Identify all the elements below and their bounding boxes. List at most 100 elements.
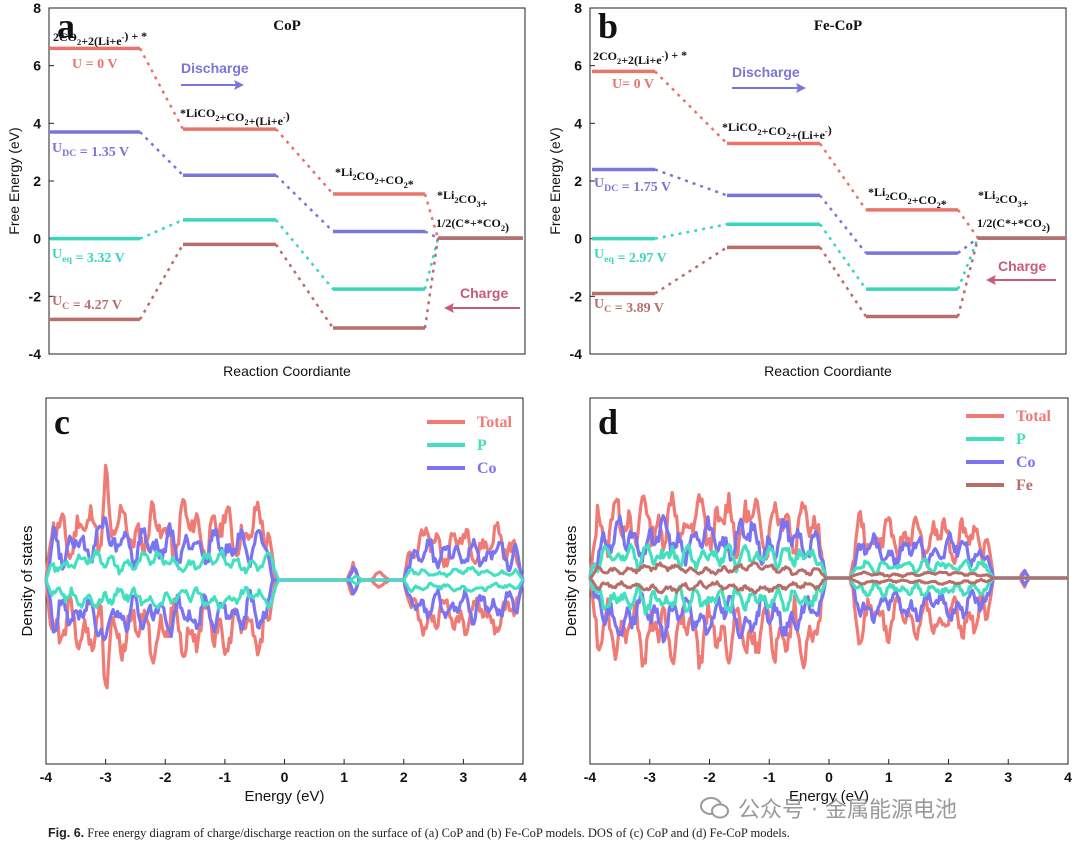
legend-label-c-2: Co [477, 460, 497, 477]
panel-title-a: CoP [273, 18, 301, 34]
charge-label-b: Charge [998, 258, 1046, 274]
step-label-b-1: *LiCO2+CO2+(Li+e-) [722, 120, 832, 142]
y-tick-label-a: 2 [33, 173, 41, 189]
series-label-a-2: Ueq = 3.32 V [52, 247, 125, 266]
connector-a-teal-2 [423, 237, 440, 290]
connector-a-blue-1 [275, 174, 334, 233]
connector-b-brown-2 [956, 237, 980, 317]
charge-arrowhead-b [986, 275, 996, 285]
discharge-arrowhead-a [234, 80, 244, 90]
y-tick-label-a: 6 [33, 58, 41, 74]
connector-b-brown-1 [818, 246, 868, 318]
connector-a-blue-0 [139, 131, 184, 177]
panel-letter-d: d [598, 402, 618, 442]
y-axis-label-c: Density of states [19, 526, 36, 637]
y-tick-label-a: -4 [29, 346, 42, 362]
figure-caption: Fig. 6. Free energy diagram of charge/di… [48, 826, 1058, 841]
x-tick-label-c: 1 [340, 769, 348, 785]
y-tick-label-b: 4 [574, 115, 582, 131]
x-tick-label-c: 4 [519, 769, 527, 785]
connector-b-teal-1 [818, 223, 868, 290]
dos-total-c-up [44, 463, 525, 582]
y-tick-label-a: 0 [33, 231, 41, 247]
step-label-b-2: *Li2CO2+CO2* [868, 185, 947, 211]
connector-a-brown-0 [138, 243, 185, 321]
series-label-a-3: UC = 4.27 V [52, 294, 122, 313]
x-tick-label-c: 3 [459, 769, 467, 785]
dos-p-c-down [44, 578, 525, 611]
wechat-icon [700, 796, 730, 826]
step-label-b-3: *Li2CO3+ [978, 188, 1029, 210]
y-tick-label-b: 6 [574, 58, 582, 74]
connector-b-brown-0 [654, 246, 728, 295]
connector-b-red-0 [654, 70, 728, 145]
x-tick-label-d: -4 [584, 769, 597, 785]
y-tick-label-b: -2 [570, 288, 583, 304]
connector-b-teal-2 [956, 237, 980, 290]
x-axis-label-d: Energy (eV) [789, 788, 869, 805]
y-tick-label-a: 8 [33, 0, 41, 16]
plot-frame-d [589, 397, 1069, 765]
x-tick-label-c: -2 [159, 769, 172, 785]
connector-b-red-2 [956, 209, 980, 239]
series-label-a-1: UDC = 1.35 V [52, 141, 129, 160]
charge-label-a: Charge [460, 285, 508, 301]
legend-label-d-1: P [1016, 431, 1026, 448]
x-tick-label-d: -2 [703, 769, 716, 785]
step-label-a-3b: 1/2(C*+*CO2) [436, 216, 509, 234]
caption-label: Fig. 6. [48, 826, 85, 840]
watermark: 公众号 · 金属能源电池 [700, 792, 957, 826]
y-axis-label-b: Free Energy (eV) [547, 127, 563, 234]
y-tick-label-b: 2 [574, 173, 582, 189]
step-label-a-1: *LiCO2+CO2+(Li+e-) [180, 106, 290, 128]
x-tick-label-d: -3 [644, 769, 657, 785]
x-tick-label-d: 0 [825, 769, 833, 785]
series-label-b-2: Ueq = 2.97 V [594, 247, 667, 266]
connector-a-brown-1 [274, 243, 335, 329]
legend-label-d-3: Fe [1016, 477, 1033, 494]
dos-fe-d-up [589, 561, 1068, 580]
panel-letter-b: b [598, 6, 618, 46]
x-tick-label-c: -1 [219, 769, 232, 785]
x-tick-label-d: 2 [945, 769, 953, 785]
connector-a-blue-2 [424, 230, 439, 240]
y-tick-label-b: 0 [574, 231, 582, 247]
connector-b-blue-1 [819, 194, 867, 254]
legend-label-d-2: Co [1016, 454, 1036, 471]
y-axis-label-d: Density of states [563, 526, 580, 637]
x-tick-label-d: -1 [763, 769, 776, 785]
legend-label-c-1: P [477, 437, 487, 454]
x-axis-label-a: Reaction Coordiante [223, 363, 351, 379]
discharge-arrowhead-b [796, 83, 806, 93]
series-label-b-1: UDC = 1.75 V [594, 176, 671, 195]
step-label-a-2: *Li2CO2+CO2* [335, 165, 414, 191]
connector-b-red-1 [818, 142, 868, 211]
dos-p-c-up [44, 548, 525, 582]
step-label-b-0: 2CO2+2(Li+e-) + * [593, 48, 687, 67]
connector-a-teal-1 [275, 219, 334, 290]
y-tick-label-a: -2 [29, 288, 42, 304]
y-tick-label-b: -4 [570, 346, 583, 362]
connector-b-teal-0 [654, 223, 728, 240]
y-tick-label-b: 8 [574, 0, 582, 16]
step-label-a-3: *Li2CO3+ [437, 188, 488, 210]
discharge-label-a: Discharge [181, 60, 249, 76]
legend-label-d-0: Total [1016, 408, 1052, 425]
panel-letter-c: c [54, 402, 70, 442]
x-tick-label-d: 3 [1004, 769, 1012, 785]
connector-a-red-1 [275, 128, 334, 195]
connector-a-brown-2 [423, 237, 440, 329]
x-tick-label-d: 1 [885, 769, 893, 785]
legend-label-c-0: Total [477, 414, 513, 431]
series-label-a-0: U = 0 V [72, 57, 117, 72]
x-axis-label-c: Energy (eV) [244, 788, 324, 805]
connector-a-red-0 [138, 47, 185, 130]
dos-total-c-down [44, 578, 525, 690]
panel-title-b: Fe-CoP [814, 18, 862, 34]
x-tick-label-c: -3 [99, 769, 112, 785]
dos-p-d-up [588, 542, 1069, 580]
connector-a-teal-0 [139, 218, 184, 240]
y-tick-label-a: 4 [33, 115, 41, 131]
discharge-label-b: Discharge [732, 64, 800, 80]
